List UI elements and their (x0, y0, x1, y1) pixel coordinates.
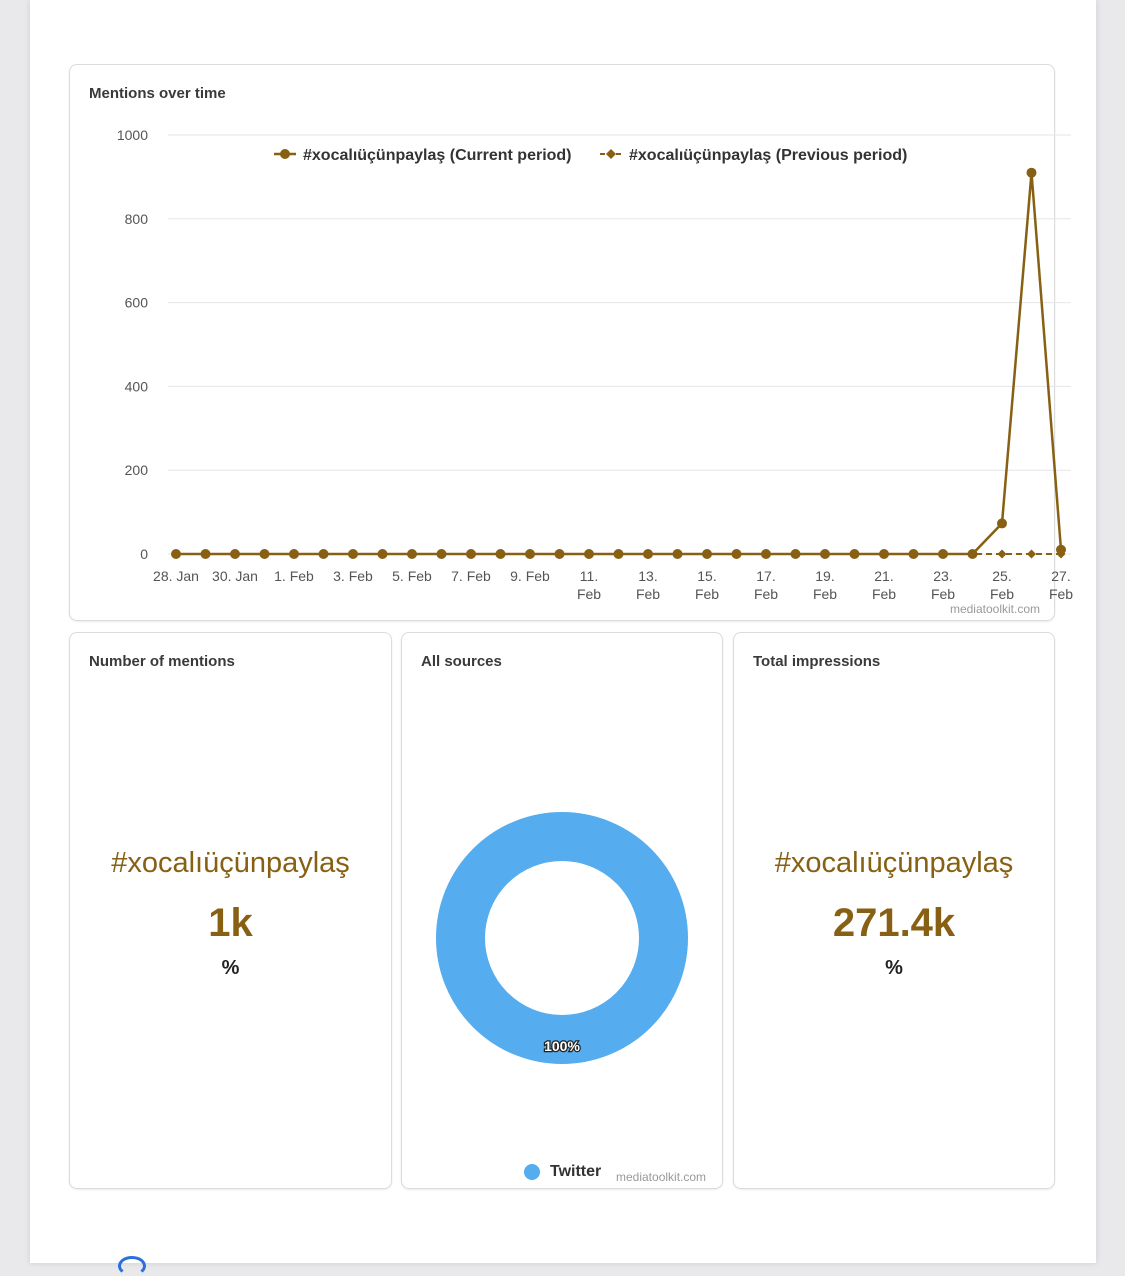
sources-donut-chart: 100% (436, 812, 688, 1064)
x-tick-label: 15. (697, 568, 716, 584)
current-period-point (377, 549, 388, 559)
impressions-hashtag: #xocalıüçünpaylaş (774, 847, 1014, 879)
x-tick-label: 27. (1051, 568, 1070, 584)
current-period-point (938, 549, 948, 559)
current-period-point (348, 549, 358, 559)
donut-data-label: 100% (544, 1038, 580, 1054)
current-period-point (200, 549, 211, 559)
current-period-point (289, 549, 299, 559)
current-period-point (997, 518, 1007, 529)
current-period-point (613, 549, 624, 559)
current-period-point (495, 549, 506, 559)
x-tick-label: 25. (992, 568, 1011, 584)
current-period-line (176, 172, 1063, 556)
current-period-point (820, 549, 830, 559)
twitter-legend-dot[interactable] (524, 1164, 540, 1180)
twitter-legend-label[interactable]: Twitter (550, 1163, 602, 1180)
x-tick-label-line2: Feb (754, 586, 778, 602)
current-period-point (908, 549, 919, 559)
x-tick-label-line2: Feb (1049, 586, 1073, 602)
previous-period-point (1027, 549, 1036, 559)
current-period-point (230, 549, 240, 559)
total-impressions-card: Total impressions #xocalıüçünpaylaş 271.… (733, 632, 1055, 1189)
mentions-line-chart: 0 200 400 600 800 1000 28. Jan 30. Jan 1. Feb 3. … (117, 127, 1073, 602)
current-period-point (879, 549, 889, 559)
mentions-over-time-card: Mentions over time 0 200 400 600 800 1000 28. … (69, 64, 1073, 621)
current-period-point (554, 549, 565, 559)
current-period-point (702, 549, 712, 559)
x-tick-label: 28. Jan (153, 568, 199, 584)
y-tick-label: 400 (125, 378, 149, 394)
current-period-point (525, 549, 535, 559)
number-of-mentions-card: Number of mentions #xocalıüçünpaylaş 1k … (69, 632, 392, 1189)
current-period-point (790, 549, 801, 559)
current-period-point (466, 549, 476, 559)
twitter-donut-slice (436, 812, 688, 1064)
x-tick-label: 19. (815, 568, 834, 584)
y-tick-label: 200 (125, 462, 149, 478)
mentions-hashtag: #xocalıüçünpaylaş (111, 847, 350, 879)
x-tick-label-line2: Feb (872, 586, 896, 602)
x-tick-label: 13. (638, 568, 657, 584)
partial-icon (118, 1256, 146, 1276)
y-tick-label: 800 (125, 211, 149, 227)
legend-current-marker (280, 149, 290, 159)
current-period-point (731, 549, 742, 559)
x-tick-label-line2: Feb (813, 586, 837, 602)
report-sheet: Mentions over time 0 200 400 600 800 1000 28. … (30, 0, 1096, 1276)
x-tick-label: 11. (580, 568, 598, 584)
current-period-point (849, 549, 860, 559)
current-period-point (761, 549, 771, 559)
x-tick-label: 3. Feb (333, 568, 373, 584)
x-tick-label: 21. (874, 568, 893, 584)
sources-watermark: mediatoolkit.com (616, 1170, 707, 1184)
current-period-point (967, 549, 978, 559)
chart-watermark: mediatoolkit.com (949, 602, 1040, 616)
current-period-point (318, 549, 329, 559)
chart-title: Mentions over time (89, 85, 226, 102)
legend-previous-label: #xocalıüçünpaylaş (Previous period) (629, 147, 907, 164)
x-tick-label: 9. Feb (510, 568, 550, 584)
x-tick-label: 23. (933, 568, 952, 584)
current-period-point (584, 549, 594, 559)
y-tick-label: 0 (140, 546, 148, 562)
current-period-point (643, 549, 653, 559)
current-period-point (1056, 544, 1066, 555)
sources-card-title: All sources (421, 653, 502, 670)
current-period-point (171, 549, 181, 559)
y-tick-label: 1000 (117, 127, 148, 143)
x-tick-label-line2: Feb (577, 586, 601, 602)
current-period-point (1026, 167, 1037, 178)
current-period-point (407, 549, 417, 559)
x-tick-label-line2: Feb (636, 586, 660, 602)
current-period-point (259, 549, 270, 559)
y-tick-label: 600 (125, 295, 149, 311)
x-tick-label-line2: Feb (990, 586, 1014, 602)
impressions-value: 271.4k (832, 901, 956, 945)
mentions-value: 1k (208, 901, 253, 945)
x-tick-label-line2: Feb (695, 586, 719, 602)
x-tick-label: 7. Feb (451, 568, 491, 584)
impressions-card-title: Total impressions (753, 653, 881, 670)
mentions-card-title: Number of mentions (89, 653, 235, 670)
x-tick-label: 1. Feb (274, 568, 314, 584)
x-tick-label: 17. (756, 568, 775, 584)
legend-current-label: #xocalıüçünpaylaş (Current period) (303, 147, 572, 164)
impressions-percent: % (885, 957, 903, 979)
x-tick-label: 5. Feb (392, 568, 432, 584)
mentions-percent: % (221, 957, 240, 979)
current-period-point (672, 549, 683, 559)
legend-previous-marker (606, 149, 616, 159)
x-tick-label-line2: Feb (931, 586, 955, 602)
all-sources-card: All sources 100% Twitter mediatoolkit.co… (401, 632, 723, 1189)
current-period-point (436, 549, 447, 559)
x-tick-label: 30. Jan (212, 568, 258, 584)
previous-period-point (997, 549, 1007, 559)
